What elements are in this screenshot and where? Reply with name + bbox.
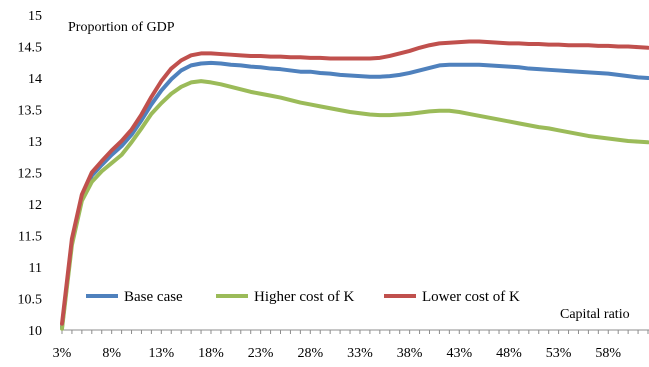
y-tick-label: 10.5 [18, 293, 43, 308]
y-tick-label: 10 [28, 324, 42, 339]
x-axis-title: Capital ratio [560, 307, 630, 322]
x-tick-label: 23% [248, 346, 274, 361]
legend-label: Base case [124, 289, 183, 305]
x-tick-label: 48% [496, 346, 522, 361]
x-tick-label: 58% [595, 346, 621, 361]
series-line [60, 39, 649, 326]
series-line [60, 79, 649, 331]
series-lines [60, 39, 649, 331]
y-tick-label: 13.5 [18, 104, 43, 119]
y-axis-ticks: 10 10.5 11 11.5 12 12.5 13 13.5 14 14.5 15 [18, 9, 43, 339]
y-tick-label: 11 [29, 261, 42, 276]
x-axis-ticks: 3% 8% 13% 18% 23% 28% 33% 38% 43% 48% 53% 58% [53, 346, 622, 361]
x-tick-label: 43% [446, 346, 472, 361]
x-tick-label: 18% [198, 346, 224, 361]
x-tick-label: 33% [347, 346, 373, 361]
x-tick-label: 38% [397, 346, 423, 361]
y-tick-label: 14 [28, 72, 42, 87]
x-tick-label: 28% [297, 346, 323, 361]
y-tick-label: 12.5 [18, 167, 43, 182]
y-tick-label: 11.5 [18, 230, 42, 245]
series-line [60, 60, 649, 329]
y-tick-label: 15 [28, 9, 42, 24]
x-tick-label: 8% [102, 346, 121, 361]
x-axis-tick-marks [61, 330, 649, 334]
legend-label: Lower cost of K [422, 289, 520, 305]
x-tick-label: 53% [546, 346, 572, 361]
y-tick-label: 14.5 [18, 41, 43, 56]
x-tick-label: 3% [53, 346, 72, 361]
legend-label: Higher cost of K [254, 289, 355, 305]
x-tick-label: 13% [148, 346, 174, 361]
y-axis-title: Proportion of GDP [68, 20, 175, 35]
y-tick-label: 13 [28, 135, 42, 150]
y-tick-label: 12 [28, 198, 42, 213]
legend: Base case Higher cost of K Lower cost of K [86, 289, 520, 305]
